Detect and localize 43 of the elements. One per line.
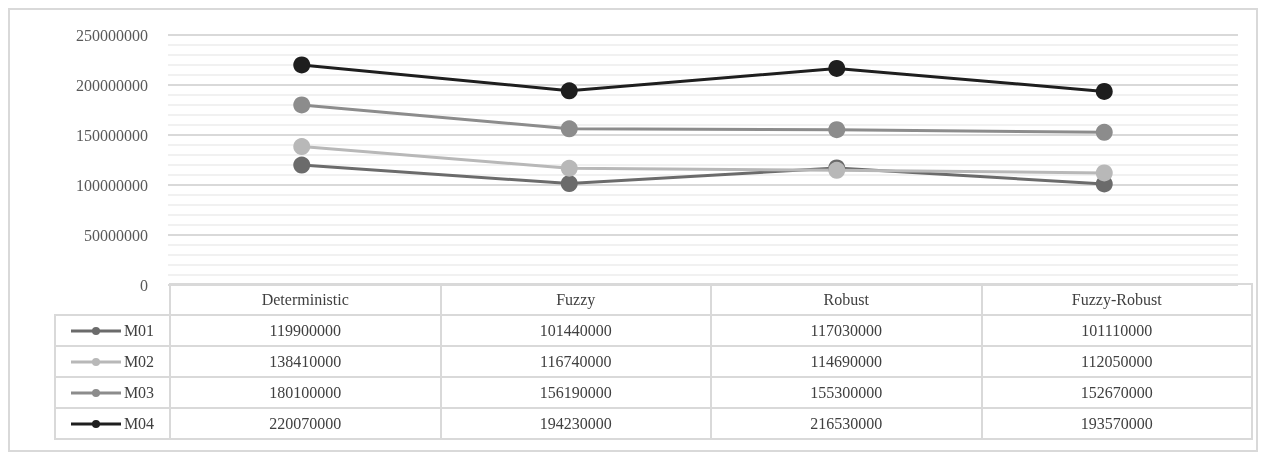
- data-label: 155300000: [711, 377, 982, 408]
- y-tick-label: 0: [140, 276, 148, 294]
- legend-label: M01: [123, 321, 155, 340]
- y-tick-label: 100000000: [76, 176, 148, 194]
- point: [560, 82, 578, 100]
- data-label: 117030000: [711, 315, 982, 346]
- legend-label: M03: [123, 383, 155, 402]
- data-label: 138410000: [170, 346, 441, 377]
- y-tick-label: 200000000: [76, 76, 148, 94]
- point: [1095, 123, 1113, 141]
- legend-label: M04: [123, 414, 155, 433]
- data-label: 220070000: [170, 408, 441, 439]
- y-tick-label: 150000000: [76, 126, 148, 144]
- point: [560, 120, 578, 138]
- point: [560, 159, 578, 177]
- point: [293, 138, 311, 156]
- point: [293, 56, 311, 74]
- point: [560, 175, 578, 193]
- x-tick-label: Robust: [711, 284, 982, 315]
- legend-label: M02: [123, 352, 155, 371]
- point: [293, 156, 311, 174]
- data-label: 180100000: [170, 377, 441, 408]
- data-label: 216530000: [711, 408, 982, 439]
- x-tick-label: Fuzzy-Robust: [981, 284, 1252, 315]
- point: [293, 96, 311, 114]
- data-label: 112050000: [981, 346, 1252, 377]
- point: [1095, 164, 1113, 182]
- data-label: 152670000: [981, 377, 1252, 408]
- data-label: 101110000: [981, 315, 1252, 346]
- point: [828, 121, 846, 139]
- x-tick-label: Fuzzy: [440, 284, 711, 315]
- data-label: 101440000: [440, 315, 711, 346]
- data-label: 114690000: [711, 346, 982, 377]
- data-label: 193570000: [981, 408, 1252, 439]
- y-tick-label: 250000000: [76, 26, 148, 44]
- data-label: 119900000: [170, 315, 441, 346]
- data-label: 156190000: [440, 377, 711, 408]
- data-label: 116740000: [440, 346, 711, 377]
- x-tick-label: Deterministic: [170, 284, 441, 315]
- data-label: 194230000: [440, 408, 711, 439]
- point: [828, 59, 846, 77]
- point: [1095, 82, 1113, 100]
- y-tick-label: 50000000: [84, 226, 148, 244]
